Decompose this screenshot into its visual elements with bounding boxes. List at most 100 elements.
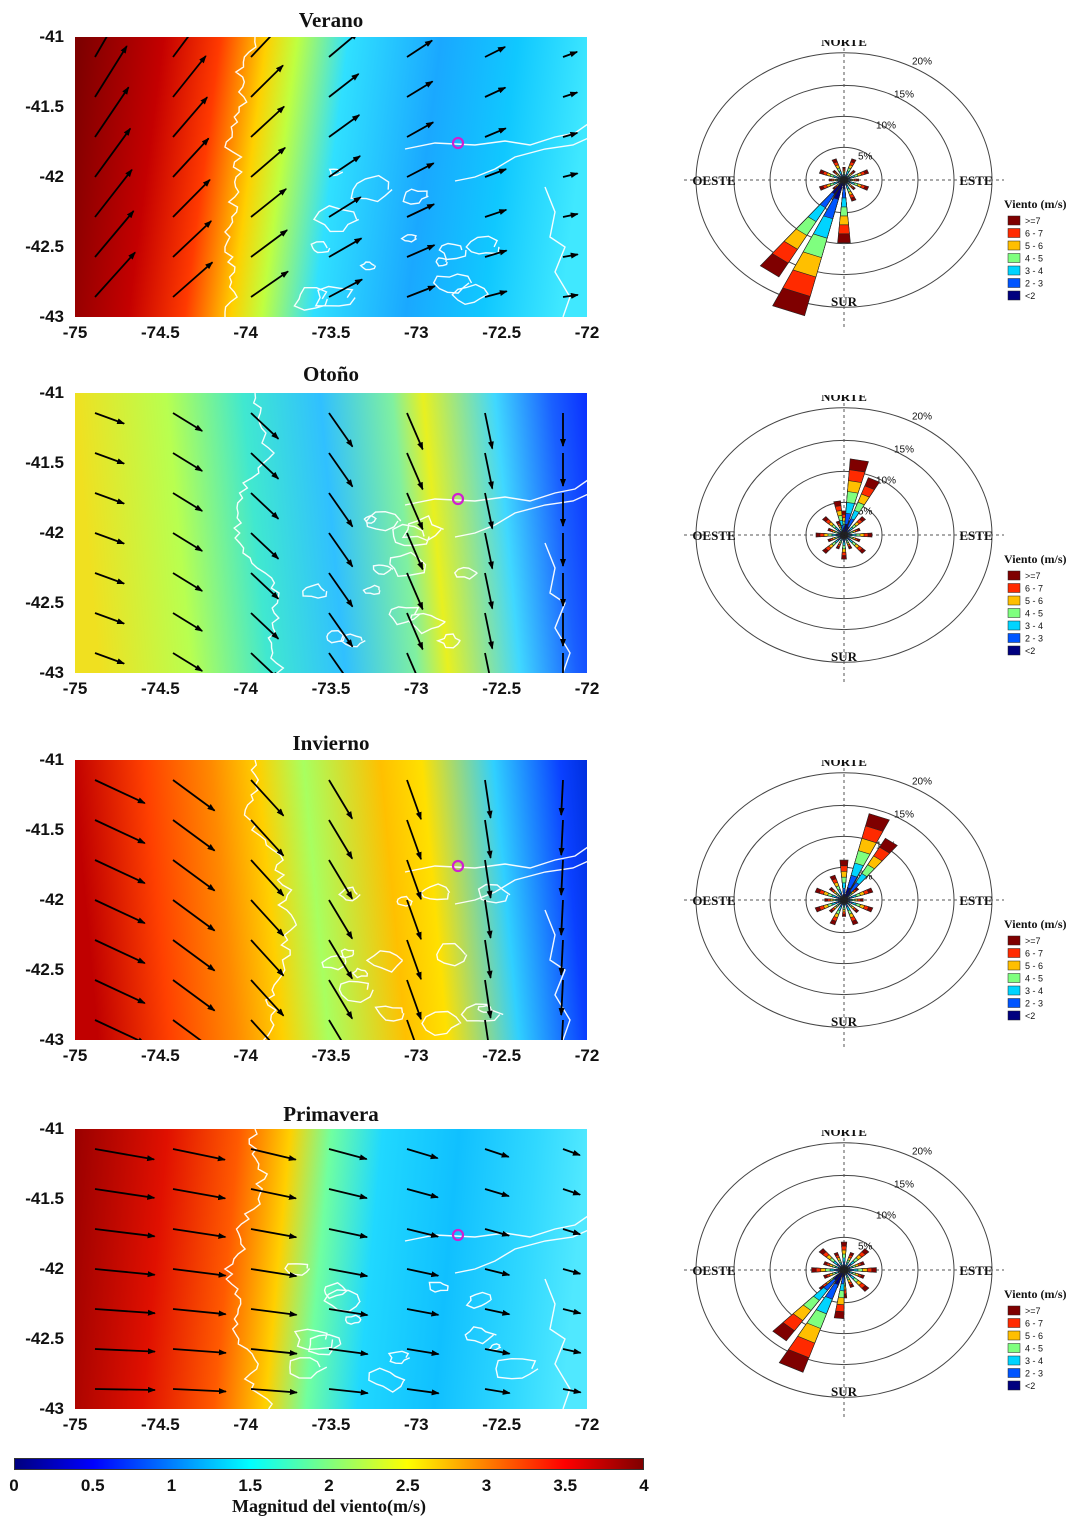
colorbar-label: Magnitud del viento(m/s) (231, 1496, 426, 1516)
wind-arrow (484, 208, 508, 218)
y-tick-label: -43 (39, 1399, 64, 1418)
wind-arrow (172, 532, 204, 552)
rose-petal-segment (843, 534, 849, 536)
wind-arrow (172, 37, 190, 58)
rose-legend-swatch (1007, 935, 1021, 946)
wind-arrow (94, 1348, 156, 1355)
rose-legend: Viento (m/s) >=7 6 - 7 5 - 6 4 - 5 3 - 4 2 - 3… (1004, 917, 1067, 1021)
rose-legend-swatch (1007, 265, 1021, 276)
rose-legend-label: 6 - 7 (1025, 1319, 1043, 1329)
rose-legend-label: >=7 (1025, 1306, 1041, 1316)
wind-arrow (94, 127, 132, 178)
wind-arrow (328, 819, 353, 860)
x-tick-label: -72.5 (482, 679, 522, 698)
rose-label-north: NORTE (821, 1130, 867, 1139)
rose-label-south: SUR (831, 1384, 858, 1399)
wind-rose: 5% 10% 15% 20% NORTE SUR OESTE ESTE Viento (m/s)… (668, 385, 1078, 685)
wind-arrow (172, 1268, 227, 1278)
rose-label-east: ESTE (959, 893, 992, 908)
rose-petal-segment (843, 897, 849, 901)
wind-arrow (172, 979, 216, 1012)
wind-arrow (328, 1019, 343, 1040)
rose-legend-swatch (1007, 215, 1021, 226)
wind-arrow (250, 939, 285, 977)
station-marker (451, 1228, 465, 1242)
rose-petals (759, 158, 870, 317)
wind-arrow (250, 532, 280, 560)
rose-label-west: OESTE (692, 1263, 735, 1278)
wind-arrow (94, 492, 126, 505)
wind-arrow (172, 1188, 227, 1201)
wind-arrow (172, 652, 204, 672)
wind-map (75, 393, 587, 673)
wind-arrow (406, 121, 435, 138)
wind-arrow (406, 1148, 439, 1160)
rose-legend-label: 4 - 5 (1025, 1344, 1043, 1354)
wind-arrow (250, 779, 285, 817)
colorbar (14, 1458, 644, 1470)
wind-arrow (406, 492, 424, 531)
y-tick-label: -41 (39, 1119, 64, 1138)
wind-arrow (172, 572, 204, 592)
wind-arrow (406, 612, 424, 651)
rose-ring-label: 20% (912, 1147, 932, 1158)
rose-legend-label: <2 (1025, 1381, 1035, 1391)
rose-legend-label: 4 - 5 (1025, 609, 1043, 619)
y-tick-label: -41 (39, 750, 64, 769)
wind-arrow (406, 1268, 440, 1278)
rose-label-east: ESTE (959, 528, 992, 543)
rose-legend-swatch (1007, 1380, 1021, 1391)
wind-arrow (328, 73, 360, 98)
rose-legend-label: 2 - 3 (1025, 1369, 1043, 1379)
x-tick-label: -73 (404, 1046, 429, 1065)
x-tick-label: -75 (62, 323, 88, 342)
wind-arrow (172, 55, 207, 98)
colorbar-tick: 4 (639, 1476, 649, 1495)
wind-arrow (172, 779, 216, 812)
wind-speed-field (75, 393, 587, 673)
rose-legend-swatch (1007, 948, 1021, 958)
wind-arrow (562, 131, 579, 138)
rose-legend-label: 2 - 3 (1025, 999, 1043, 1009)
wind-arrow (484, 939, 493, 979)
wind-vectors (94, 37, 579, 299)
rose-legend-title: Viento (m/s) (1004, 917, 1067, 931)
station-marker (451, 859, 465, 873)
x-tick-label: -72 (574, 323, 600, 342)
wind-arrow (406, 939, 422, 981)
x-tick-label: -74 (233, 323, 258, 342)
wind-arrow (484, 127, 507, 138)
rose-petal-segment (839, 1269, 845, 1271)
colorbar-tick: 1.5 (238, 1476, 263, 1495)
wind-arrow (328, 155, 361, 178)
wind-arrow (328, 899, 353, 940)
wind-arrow (172, 899, 216, 932)
wind-arrow (94, 979, 146, 1005)
wind-arrow (484, 572, 494, 610)
rose-legend-swatch (1007, 1343, 1021, 1353)
rose-petal-segment (843, 887, 851, 901)
rose-legend-label: 2 - 3 (1025, 634, 1043, 644)
wind-arrow (558, 939, 565, 976)
rose-ring-label: 15% (894, 444, 914, 455)
wind-arrow (94, 652, 126, 665)
wind-arrow (250, 1228, 298, 1239)
wind-arrow (328, 278, 363, 298)
wind-arrow (94, 859, 146, 885)
wind-arrow (172, 178, 211, 218)
wind-arrow (406, 203, 436, 218)
wind-arrow (250, 1268, 298, 1278)
wind-arrow (328, 452, 354, 488)
wind-arrow (484, 1148, 510, 1158)
wind-arrow (328, 412, 354, 448)
x-tick-label: -72 (574, 1415, 600, 1434)
y-tick-label: -41.5 (25, 820, 64, 839)
wind-arrow (250, 859, 285, 897)
wind-arrow (94, 1386, 156, 1393)
wind-arrow (250, 1388, 298, 1395)
rose-petal-segment (841, 176, 845, 181)
rose-legend-title: Viento (m/s) (1004, 552, 1067, 566)
wind-arrow (328, 532, 354, 568)
wind-arrow (94, 532, 126, 545)
rose-legend-swatch (1007, 633, 1021, 643)
